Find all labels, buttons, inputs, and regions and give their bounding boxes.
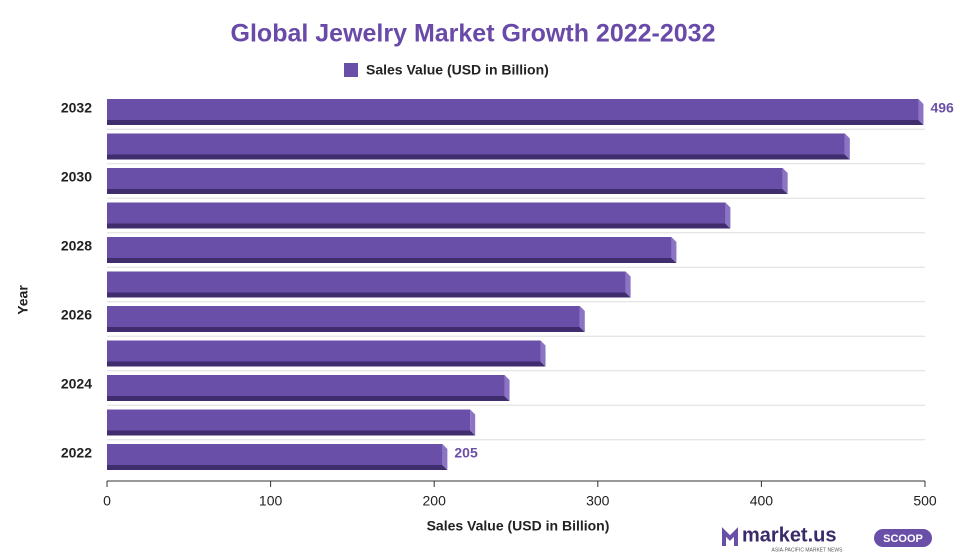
- bar: [107, 133, 845, 155]
- badge: [874, 529, 932, 547]
- bar-bottom: [107, 361, 546, 367]
- y-axis-title: Year: [15, 285, 31, 315]
- logo: market.us SCOOP ASIA-PACIFIC MARKET NEWS: [722, 524, 932, 553]
- bar: [107, 202, 726, 224]
- bar-side: [625, 271, 631, 298]
- x-tick-label: 500: [913, 493, 937, 509]
- bar-side: [782, 168, 788, 194]
- bar-bottom: [107, 292, 631, 298]
- bar: [107, 340, 541, 362]
- logo-icon: [722, 527, 738, 546]
- x-axis-title: Sales Value (USD in Billion): [427, 518, 610, 534]
- data-label: 496: [930, 100, 954, 116]
- badge-text: SCOOP: [883, 533, 923, 545]
- x-tick-label: 400: [750, 493, 774, 509]
- y-tick-label: 2026: [61, 307, 92, 323]
- chart-title: Global Jewelry Market Growth 2022-2032: [231, 20, 716, 48]
- x-tick-label: 300: [586, 493, 610, 509]
- brand-tagline: ASIA-PACIFIC MARKET NEWS: [772, 547, 844, 553]
- bar-bottom: [107, 430, 476, 436]
- legend-label: Sales Value (USD in Billion): [366, 62, 549, 78]
- bar-bottom: [107, 223, 731, 229]
- bar-side: [540, 340, 546, 367]
- bar-bottom: [107, 327, 585, 332]
- bar-side: [844, 133, 850, 160]
- bar: [107, 409, 471, 431]
- bar-bottom: [107, 120, 924, 125]
- y-tick-label: 2024: [61, 376, 92, 392]
- bar-side: [442, 444, 448, 470]
- legend-swatch: [344, 63, 358, 77]
- bar-bottom: [107, 189, 788, 194]
- bar-bottom: [107, 396, 510, 401]
- data-label: 205: [454, 445, 478, 461]
- bar-side: [918, 99, 924, 125]
- x-tick-label: 0: [103, 493, 111, 509]
- bar-bottom: [107, 154, 850, 160]
- x-tick-label: 200: [423, 493, 447, 509]
- bar: [107, 444, 443, 465]
- y-tick-label: 2022: [61, 445, 92, 461]
- brand-name: market.us: [742, 524, 837, 546]
- bar: [107, 306, 580, 327]
- bar-bottom: [107, 465, 448, 470]
- bar-side: [470, 409, 476, 436]
- bar-side: [671, 237, 677, 263]
- bar-side: [579, 306, 585, 332]
- y-tick-label: 2030: [61, 169, 92, 185]
- bar: [107, 375, 505, 396]
- x-tick-label: 100: [259, 493, 283, 509]
- y-tick-label: 2028: [61, 238, 92, 254]
- bar: [107, 168, 783, 189]
- bar-side: [504, 375, 510, 401]
- bar: [107, 99, 919, 120]
- bar-side: [725, 202, 731, 229]
- y-tick-label: 2032: [61, 100, 92, 116]
- bar: [107, 271, 626, 293]
- bar-bottom: [107, 258, 677, 263]
- bar: [107, 237, 672, 258]
